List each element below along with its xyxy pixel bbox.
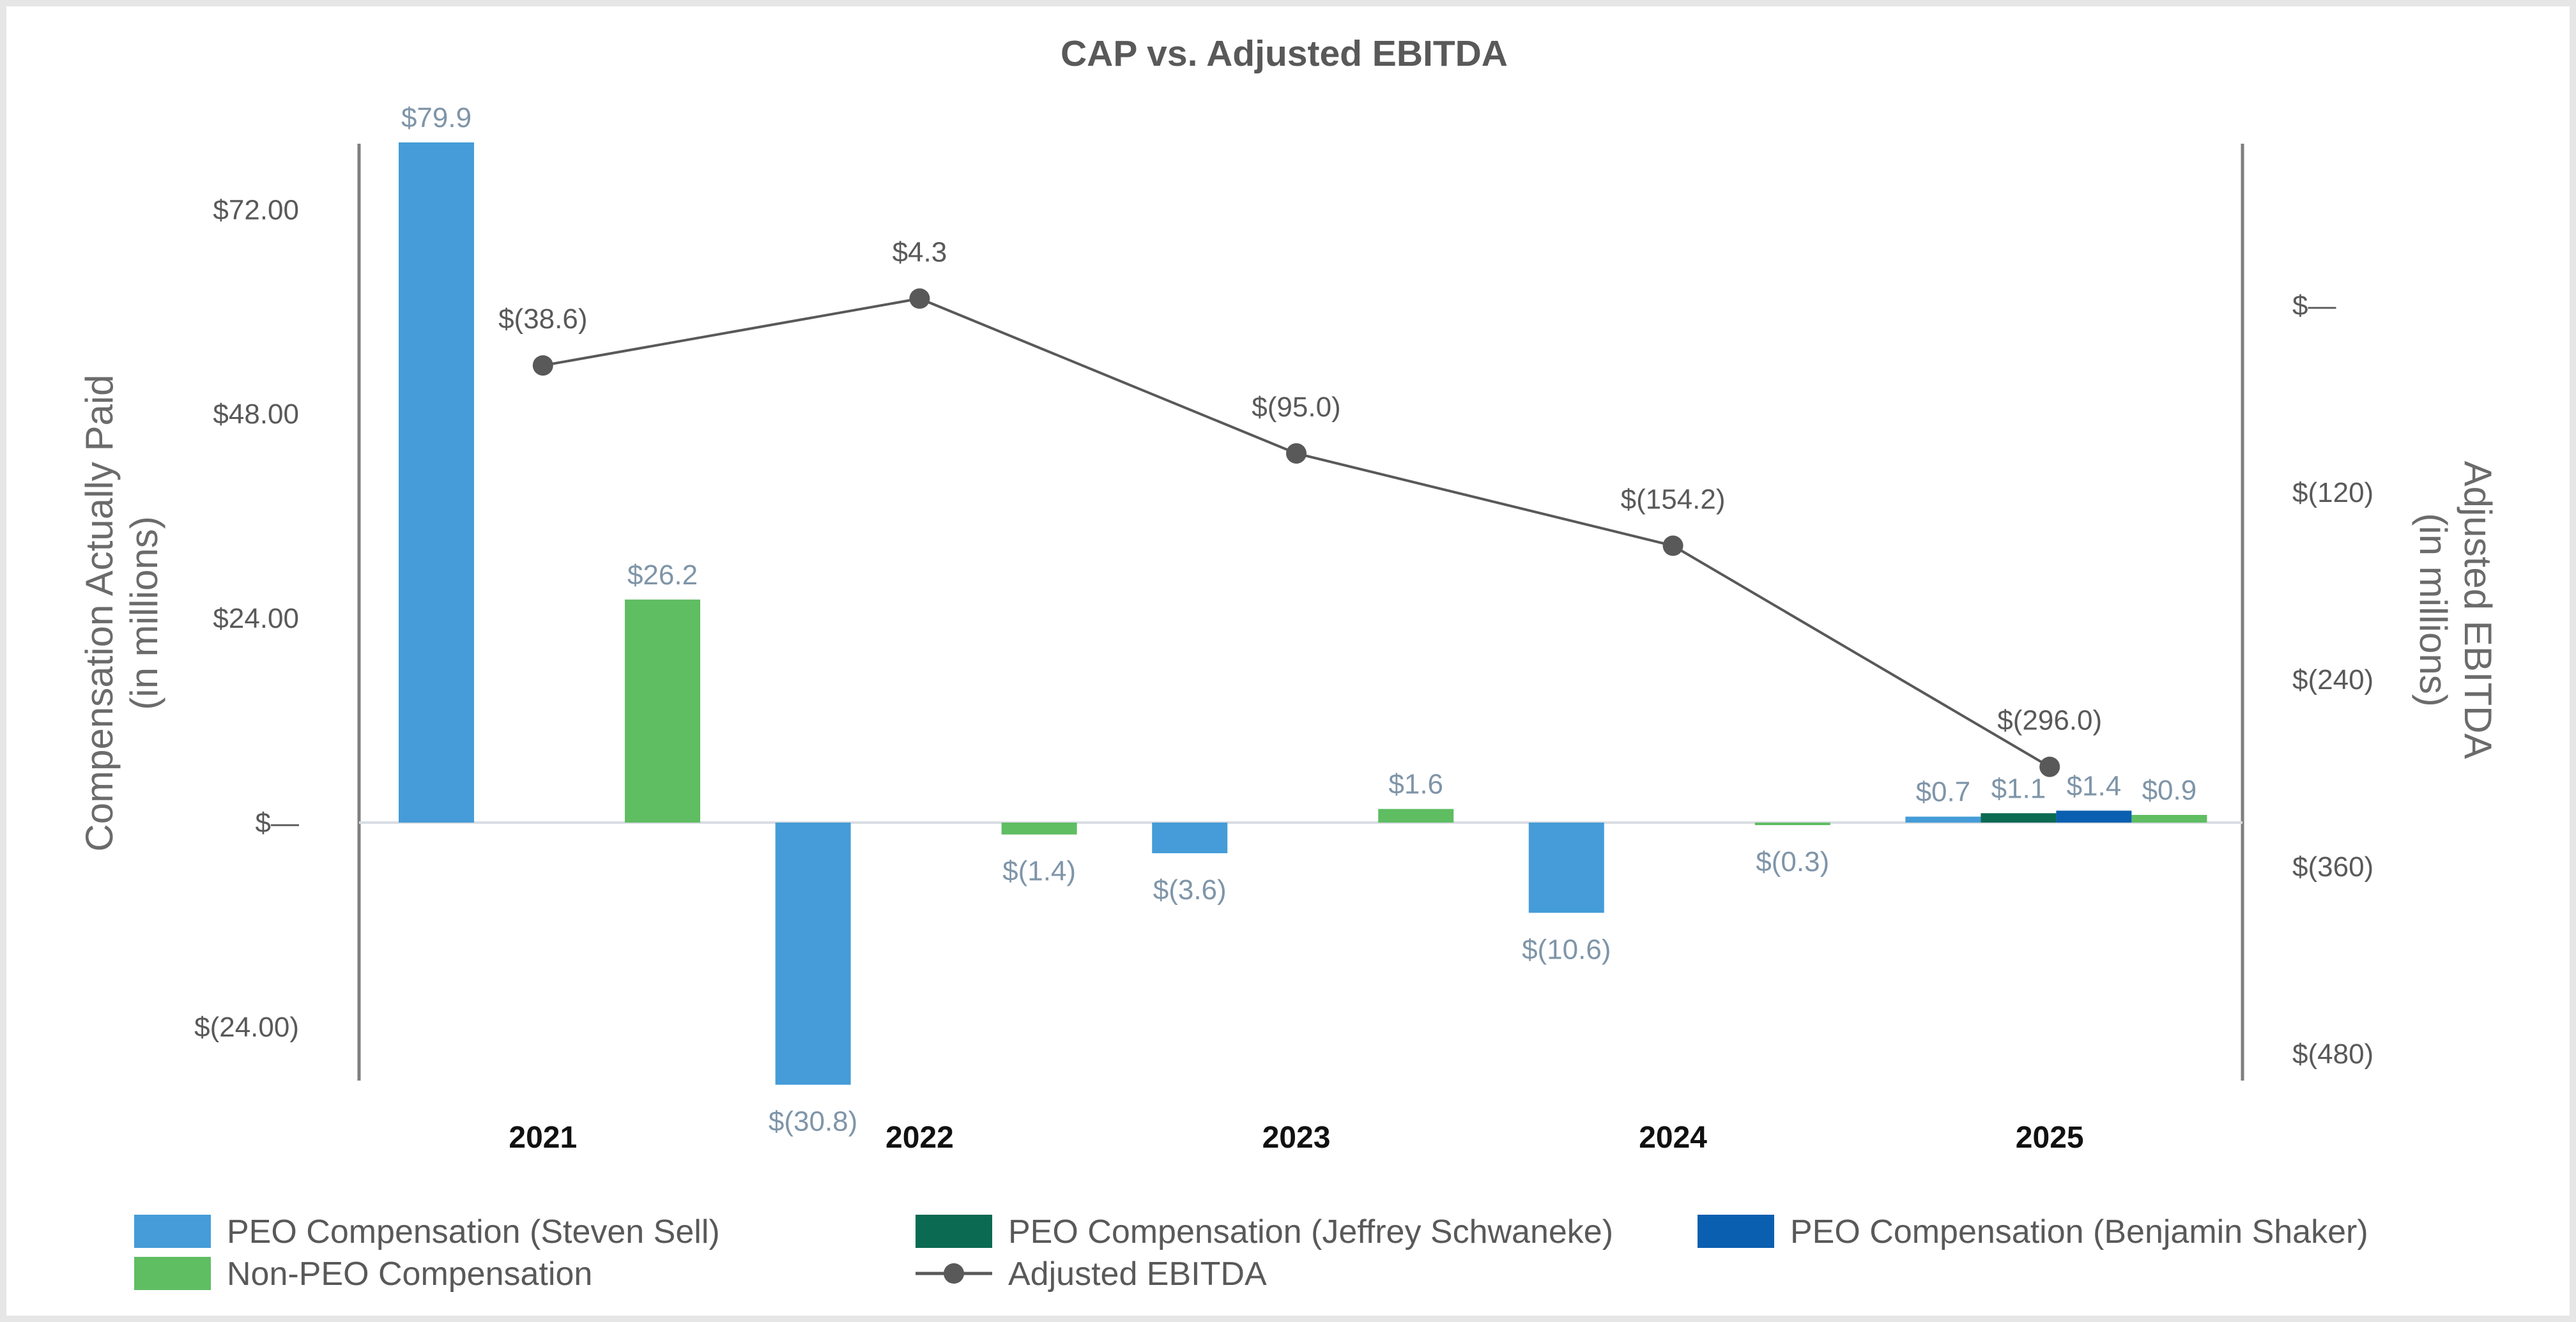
bar-label-non-peo-compensation-2022: $(1.4): [1002, 856, 1076, 887]
legend-item-jeffrey-schwaneke: PEO Compensation (Jeffrey Schwaneke): [916, 1213, 1613, 1250]
bar-label-peo-compensation-steven-sell-2023: $(3.6): [1153, 874, 1227, 906]
left-tick-label: $24.00: [213, 603, 299, 634]
left-tick-label: $72.00: [213, 194, 299, 225]
legend-swatch-steven-sell: [134, 1215, 211, 1248]
legend: PEO Compensation (Steven Sell) PEO Compe…: [134, 1213, 2368, 1293]
left-tick-labels: $72.00 $48.00 $24.00 $— $(24.00): [194, 194, 299, 1043]
left-tick-label: $—: [256, 807, 299, 839]
bar-label-non-peo-compensation-2024: $(0.3): [1756, 846, 1829, 878]
ebitda-label-2021: $(38.6): [498, 303, 587, 335]
bar-peo-compensation-jeffrey-schwaneke-2025: [1981, 813, 2057, 823]
legend-item-benjamin-shaker: PEO Compensation (Benjamin Shaker): [1698, 1213, 2368, 1250]
ebitda-label-2022: $4.3: [893, 237, 947, 268]
category-label-2021: 2021: [509, 1121, 577, 1155]
bar-label-peo-compensation-jeffrey-schwaneke-2025: $1.1: [1991, 773, 2046, 804]
bar-label-peo-compensation-steven-sell-2025: $0.7: [1916, 777, 1971, 808]
ebitda-label-2023: $(95.0): [1252, 391, 1340, 423]
bar-non-peo-compensation-2023: [1378, 809, 1454, 823]
chart-background: [6, 6, 2570, 1316]
bar-peo-compensation-steven-sell-2025: [1905, 816, 1981, 823]
left-axis-title-line2: (in millions): [123, 516, 165, 710]
right-axis-title-line1: Adjusted EBITDA: [2457, 461, 2499, 759]
category-label-2025: 2025: [2016, 1121, 2084, 1155]
bar-peo-compensation-steven-sell-2022: [775, 823, 851, 1085]
category-label-2024: 2024: [1639, 1121, 1707, 1155]
bar-label-non-peo-compensation-2023: $1.6: [1388, 769, 1443, 800]
legend-label-benjamin-shaker: PEO Compensation (Benjamin Shaker): [1790, 1213, 2368, 1250]
legend-item-steven-sell: PEO Compensation (Steven Sell): [134, 1213, 720, 1250]
legend-label-steven-sell: PEO Compensation (Steven Sell): [227, 1213, 720, 1250]
legend-swatch-jeffrey-schwaneke: [916, 1215, 992, 1248]
legend-item-adjusted-ebitda: Adjusted EBITDA: [916, 1256, 1267, 1293]
bar-label-peo-compensation-steven-sell-2021: $79.9: [401, 102, 471, 133]
right-tick-labels: $— $(120) $(240) $(360) $(480): [2292, 290, 2373, 1070]
bar-label-peo-compensation-benjamin-shaker-2025: $1.4: [2067, 770, 2122, 802]
left-axis-title: Compensation Actually Paid (in millions): [78, 374, 165, 851]
bars: $79.9 $26.2 $(30.8) $(1.4) $(3.6) $1.6 $(10.6)…: [399, 102, 2207, 1137]
left-tick-label: $(24.00): [194, 1012, 299, 1043]
ebitda-point-2021: [532, 355, 553, 376]
legend-item-non-peo: Non-PEO Compensation: [134, 1256, 592, 1293]
chart-title: CAP vs. Adjusted EBITDA: [1061, 33, 1508, 74]
ebitda-line-series: $(38.6) $4.3 $(95.0) $(154.2) $(296.0): [498, 237, 2102, 777]
category-label-2022: 2022: [885, 1121, 954, 1155]
legend-label-non-peo: Non-PEO Compensation: [227, 1256, 592, 1293]
right-tick-label: $(120): [2292, 477, 2373, 508]
ebitda-point-2024: [1662, 535, 1683, 556]
legend-swatch-non-peo: [134, 1257, 211, 1290]
right-tick-label: $—: [2292, 290, 2336, 321]
right-tick-label: $(240): [2292, 664, 2373, 695]
legend-label-adjusted-ebitda: Adjusted EBITDA: [1008, 1256, 1267, 1293]
ebitda-point-2025: [2039, 756, 2060, 777]
bar-peo-compensation-benjamin-shaker-2025: [2056, 810, 2132, 823]
category-labels: 2021 2022 2023 2024 2025: [509, 1121, 2083, 1155]
right-tick-label: $(480): [2292, 1038, 2373, 1070]
bar-peo-compensation-steven-sell-2021: [399, 142, 474, 823]
bar-label-non-peo-compensation-2021: $26.2: [627, 559, 698, 591]
right-tick-label: $(360): [2292, 851, 2373, 883]
bar-label-peo-compensation-steven-sell-2022: $(30.8): [769, 1106, 857, 1137]
legend-label-jeffrey-schwaneke: PEO Compensation (Jeffrey Schwaneke): [1008, 1213, 1613, 1250]
ebitda-point-2023: [1286, 443, 1307, 464]
ebitda-label-2025: $(296.0): [1997, 705, 2102, 736]
legend-marker-adjusted-ebitda: [944, 1263, 964, 1284]
bar-peo-compensation-steven-sell-2024: [1528, 823, 1604, 913]
left-axis-title-line1: Compensation Actually Paid: [78, 374, 121, 851]
bar-non-peo-compensation-2022: [1001, 823, 1077, 835]
bar-peo-compensation-steven-sell-2023: [1152, 823, 1228, 853]
ebitda-label-2024: $(154.2): [1621, 484, 1726, 515]
right-axis-title: Adjusted EBITDA (in millions): [2412, 461, 2499, 759]
right-axis-title-line2: (in millions): [2412, 513, 2455, 706]
ebitda-point-2022: [909, 288, 930, 309]
bar-non-peo-compensation-2025: [2131, 815, 2207, 823]
category-label-2023: 2023: [1262, 1121, 1331, 1155]
bar-non-peo-compensation-2024: [1754, 823, 1830, 825]
legend-swatch-benjamin-shaker: [1698, 1215, 1774, 1248]
bar-label-non-peo-compensation-2025: $0.9: [2142, 775, 2197, 806]
left-tick-label: $48.00: [213, 399, 299, 430]
bar-non-peo-compensation-2021: [625, 599, 700, 823]
bar-label-peo-compensation-steven-sell-2024: $(10.6): [1522, 934, 1611, 965]
